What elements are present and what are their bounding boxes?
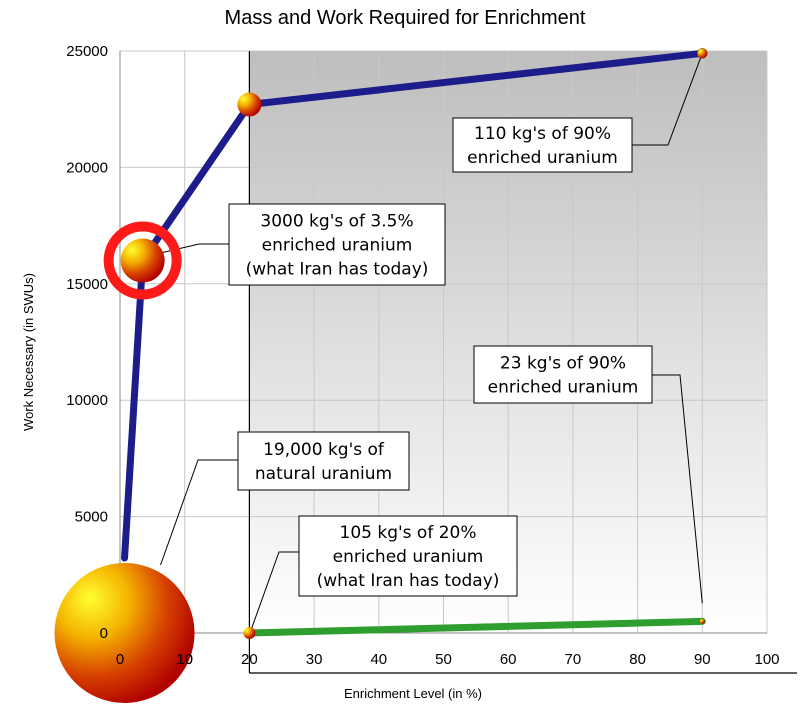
- x-tick-label: 90: [694, 651, 711, 668]
- x-tick-label: 70: [565, 651, 582, 668]
- natural-uranium-point: [54, 563, 195, 703]
- annotation-text: (what Iran has today): [317, 571, 500, 591]
- x-tick-label: 50: [435, 651, 452, 668]
- twenty-percent-point: [237, 92, 262, 117]
- x-tick-label: 100: [754, 651, 779, 668]
- twenty-percent-small-point: [243, 627, 256, 639]
- annotation-leader: [160, 459, 238, 566]
- blue-series-line: [121, 257, 147, 562]
- y-tick-label: 25000: [66, 43, 108, 60]
- annotation-text: 110 kg's of 90%: [474, 124, 611, 144]
- annotation-text: 3000 kg's of 3.5%: [260, 212, 413, 232]
- x-tick-label: 30: [306, 651, 323, 668]
- y-tick-label: 15000: [66, 276, 108, 293]
- y-tick-label-overlay: 0: [100, 625, 108, 642]
- highlight-ring: [103, 221, 182, 300]
- annotation-text: enriched uranium: [333, 547, 484, 567]
- y-axis-label: Work Necessary (in SWUs): [21, 273, 36, 431]
- x-tick-label: 60: [500, 651, 517, 668]
- annotation-text: enriched uranium: [488, 378, 639, 398]
- annotation-leader: [250, 551, 299, 630]
- annotation-text: enriched uranium: [262, 236, 413, 256]
- annotation-box: [237, 431, 410, 491]
- x-tick-label: 40: [370, 651, 387, 668]
- lowenriched-uranium-point: [120, 238, 165, 283]
- green-series-line: [245, 617, 706, 637]
- annotation-box: [452, 117, 633, 173]
- x-axis-label: Enrichment Level (in %): [344, 686, 482, 701]
- x-tick-label: 80: [629, 651, 646, 668]
- x-tick-label-overlay: 0: [116, 651, 124, 668]
- blue-series-line: [245, 49, 706, 109]
- annotation-box: [228, 203, 446, 286]
- annotation-text: 105 kg's of 20%: [340, 523, 477, 543]
- annotation-leader: [632, 53, 703, 146]
- y-tick-label: 10000: [66, 392, 108, 409]
- annotation-text: (what Iran has today): [246, 260, 429, 280]
- x-tick-label-overlay: 10: [176, 651, 193, 668]
- x-tick-label: 20: [241, 651, 258, 668]
- annotation-text: enriched uranium: [467, 148, 618, 168]
- y-tick-label: 20000: [66, 159, 108, 176]
- plot-area: 0 5000 10000 15000 20000 25000 0 10 20 30 40 50 60 70…: [54, 43, 797, 703]
- annotation-box: [473, 345, 653, 404]
- annotation-box: [298, 515, 518, 597]
- chart-title: Mass and Work Required for Enrichment: [225, 7, 586, 29]
- y-tick-label: 5000: [75, 509, 108, 526]
- ninety-percent-point: [697, 48, 708, 59]
- annotation-leader: [652, 374, 703, 604]
- ninety-percent-small-point: [699, 618, 705, 624]
- annotation-text: 19,000 kg's of: [263, 440, 385, 460]
- annotation-text: natural uranium: [255, 464, 392, 484]
- annotation-text: 23 kg's of 90%: [500, 354, 626, 374]
